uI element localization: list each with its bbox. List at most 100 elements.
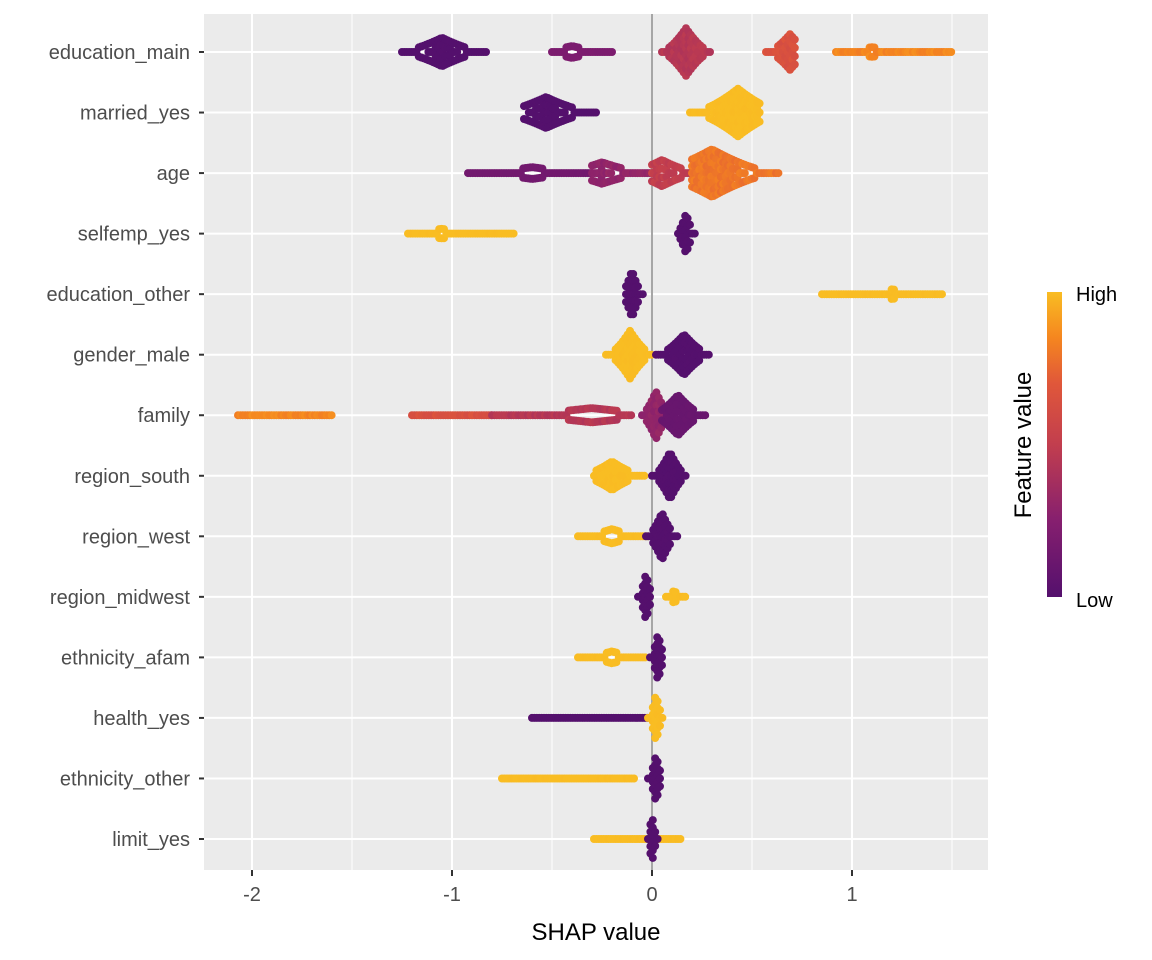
feature-swarm-age	[464, 145, 783, 201]
legend-title: Feature value	[1010, 372, 1037, 519]
shap-point	[653, 730, 662, 739]
y-tick-label: age	[157, 163, 190, 185]
y-tick-label: region_south	[74, 466, 190, 488]
feature-swarm-health_yes	[528, 693, 667, 742]
shap-point	[509, 229, 518, 238]
feature-swarm-family	[234, 388, 710, 443]
shap-point	[673, 532, 682, 541]
shap-point	[634, 298, 642, 306]
shap-point	[790, 52, 799, 61]
shap-point	[658, 645, 666, 654]
y-tick-label: education_main	[49, 42, 190, 64]
shap-point	[656, 721, 664, 730]
shap-point	[608, 48, 616, 56]
shap-point	[683, 214, 692, 223]
shap-point	[453, 48, 462, 56]
shap-point	[618, 471, 627, 480]
feature-swarm-married_yes	[520, 84, 764, 141]
shap-point	[658, 661, 666, 670]
shap-point	[658, 713, 667, 722]
y-tick-label: gender_male	[73, 345, 190, 367]
shap-point	[690, 229, 699, 238]
legend-high-label: High	[1076, 284, 1117, 306]
shap-point	[755, 117, 764, 126]
feature-swarm-education_other	[622, 270, 946, 319]
shap-point	[683, 244, 692, 253]
shap-point	[651, 842, 660, 850]
shap-point	[646, 600, 654, 609]
feature-swarm-ethnicity_other	[498, 754, 664, 803]
shap-point	[643, 576, 652, 585]
feature-swarm-selfemp_yes	[404, 211, 699, 256]
x-tick-label: -2	[243, 884, 261, 906]
shap-point	[676, 835, 685, 843]
shap-point	[790, 43, 799, 52]
x-axis: -2 -1 0 1	[243, 870, 858, 906]
shap-point	[638, 290, 647, 299]
shap-point	[630, 774, 638, 783]
shap-point	[755, 99, 764, 108]
shap-point	[627, 411, 636, 420]
feature-swarm-gender_male	[602, 326, 713, 383]
shap-point	[655, 670, 664, 678]
panel-background	[204, 14, 988, 870]
shap-point	[646, 592, 654, 601]
shap-point	[681, 471, 690, 480]
shap-point	[327, 411, 336, 420]
shap-point	[640, 471, 649, 480]
shap-point	[681, 592, 690, 601]
shap-point	[651, 828, 660, 836]
shap-point	[629, 270, 638, 278]
shap-point	[666, 524, 674, 533]
shap-point	[643, 609, 652, 618]
legend-low-label: Low	[1076, 590, 1113, 612]
feature-swarm-ethnicity_afam	[574, 633, 666, 682]
y-tick-label: health_yes	[93, 708, 190, 730]
feature-swarm-education_main	[398, 24, 956, 80]
shap-point	[656, 706, 664, 715]
y-tick-label: married_yes	[80, 103, 190, 125]
shap-point	[656, 766, 664, 775]
y-tick-label: region_west	[82, 526, 190, 548]
x-tick-label: 0	[646, 884, 657, 906]
feature-swarm-region_west	[574, 510, 682, 563]
shap-point	[938, 290, 946, 299]
shap-point	[704, 350, 713, 359]
shap-point	[774, 169, 783, 178]
shap-point	[634, 282, 642, 291]
shap-point	[669, 169, 678, 178]
feature-swarm-region_midwest	[634, 572, 690, 621]
shap-point	[658, 653, 666, 662]
x-tick-label: 1	[846, 884, 857, 906]
shap-point	[701, 411, 710, 420]
shap-point	[706, 48, 714, 56]
shap-point	[740, 169, 749, 178]
shap-point	[653, 835, 662, 843]
y-tick-label: limit_yes	[112, 829, 190, 851]
y-tick-label: ethnicity_other	[60, 768, 190, 790]
shap-point	[607, 169, 616, 178]
shap-point	[686, 220, 694, 229]
shap-point	[686, 238, 694, 247]
y-tick-label: region_midwest	[50, 587, 191, 609]
shap-point	[592, 108, 600, 117]
x-axis-title: SHAP value	[532, 919, 661, 946]
shap-point	[790, 35, 799, 44]
shap-point	[666, 540, 674, 549]
feature-swarm-limit_yes	[590, 816, 685, 862]
shap-point	[755, 108, 764, 117]
shap-point	[482, 48, 490, 56]
shap-point	[653, 791, 662, 800]
beeswarm-marks	[234, 24, 956, 862]
y-tick-label: education_other	[47, 284, 191, 306]
y-tick-label: selfemp_yes	[78, 224, 190, 246]
shap-point	[560, 108, 569, 117]
shap-point	[648, 853, 657, 862]
y-tick-label: ethnicity_afam	[61, 647, 190, 669]
shap-point	[656, 782, 664, 791]
legend-colorbar	[1047, 292, 1062, 597]
shap-point	[655, 636, 664, 645]
shap-point	[646, 585, 654, 593]
